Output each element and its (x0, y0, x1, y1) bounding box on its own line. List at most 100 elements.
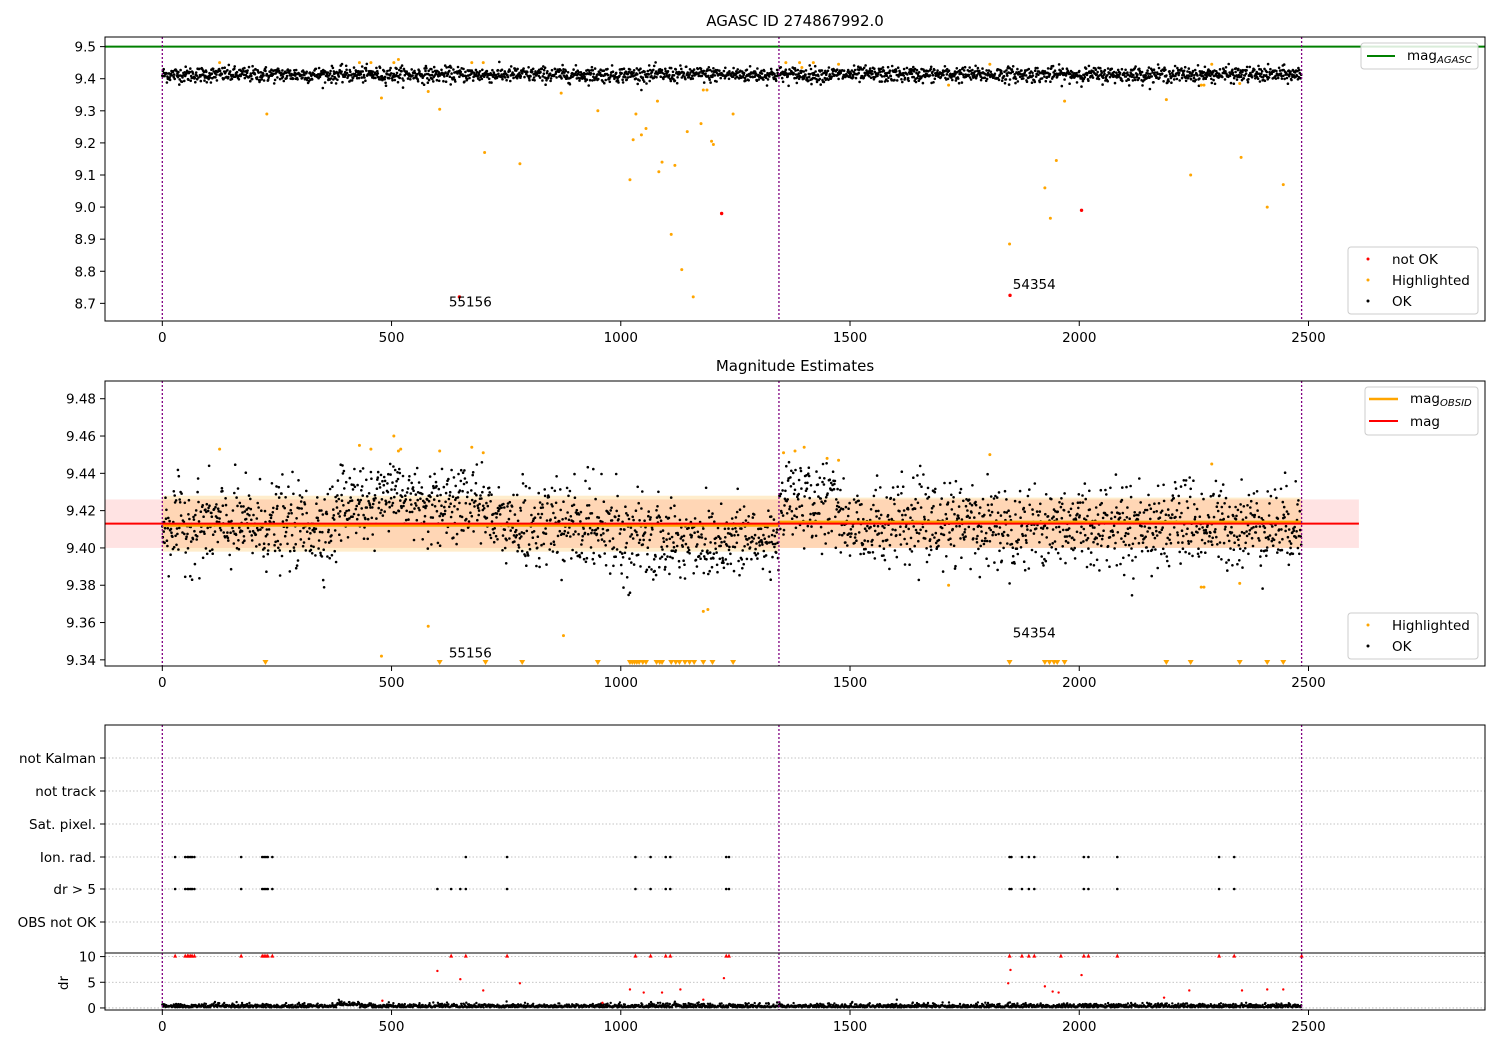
highlighted-point (825, 456, 829, 460)
highlighted-point (438, 449, 442, 453)
dr-high-marker (239, 953, 244, 958)
panel2-frame (104, 380, 1486, 667)
panel1-title: AGASC ID 274867992.0 (706, 12, 884, 30)
dr-mid-point (1009, 968, 1012, 972)
highlighted-point (481, 451, 485, 455)
not-ok-point (457, 295, 462, 299)
dr-high-marker (173, 953, 178, 958)
annotation-obsid: 55156 (449, 295, 492, 311)
annotation-obsid: 54354 (1013, 277, 1056, 293)
flag-row-label: Ion. rad. (40, 850, 96, 866)
out-of-range-marker (668, 660, 675, 665)
panel1-ytick-label: 9.1 (75, 168, 96, 184)
flag-point-dr5 (1087, 887, 1090, 891)
flag-point-ion-rad (664, 855, 668, 859)
dr-high-marker (270, 953, 275, 958)
highlighted-point (357, 443, 361, 447)
legend-label-highlighted: Highlighted (1392, 273, 1470, 289)
dr-high-marker (1058, 953, 1063, 958)
dr-mid-point (1080, 973, 1083, 977)
dr-ytick-label: 5 (87, 975, 96, 991)
highlighted-point (1164, 98, 1168, 102)
legend-marker-highlighted (1366, 278, 1370, 282)
flag-point-dr5 (505, 887, 509, 891)
out-of-range-marker (681, 660, 688, 665)
dr-mid-point (1188, 989, 1191, 992)
highlighted-point (470, 61, 474, 65)
dr-ytick-label: 0 (87, 1001, 96, 1017)
panel1-frame (104, 36, 1486, 322)
highlighted-point (481, 61, 485, 65)
flag-row-label: OBS not OK (18, 915, 98, 931)
not-ok-point (1008, 293, 1012, 298)
flag-point-dr5 (266, 887, 270, 891)
flag-point-ion-rad (260, 855, 264, 859)
dr-high-marker (724, 953, 729, 958)
flag-point-ion-rad (266, 855, 270, 859)
highlighted-point (657, 170, 661, 174)
panel1-background (105, 37, 1485, 321)
highlighted-point (379, 654, 383, 658)
dr-high-marker (463, 953, 468, 958)
highlighted-point (701, 609, 705, 613)
legend-marker-not-ok (1366, 257, 1370, 261)
flag-point-ion-rad (190, 855, 194, 859)
panel1-ytick-label: 8.7 (75, 296, 96, 312)
flag-point-ion-rad (1217, 855, 1221, 859)
flag-point-ion-rad (1033, 855, 1036, 859)
highlighted-point (518, 162, 522, 166)
panel1-legend-top: magAGASC (1360, 42, 1479, 70)
flag-point-dr5 (187, 887, 191, 891)
highlighted-point (1199, 585, 1203, 589)
flag-point-ion-rad (464, 855, 468, 859)
highlighted-point (701, 88, 705, 92)
panel2-title: Magnitude Estimates (716, 357, 874, 375)
highlighted-point (1199, 83, 1203, 87)
out-of-range-marker (482, 660, 489, 665)
highlighted-point (1063, 99, 1067, 103)
panel2-ytick-label: 9.34 (66, 653, 96, 669)
highlighted-point (784, 61, 788, 65)
panel2-xtick-label: 2500 (1291, 675, 1325, 691)
dr-high-marker (663, 953, 668, 958)
ok-points (161, 60, 1303, 92)
panel1-ytick-label: 9.2 (75, 136, 96, 152)
flag-point-dr5 (668, 887, 672, 891)
highlighted-point (357, 61, 361, 65)
flag-point-dr5 (271, 887, 274, 891)
out-of-range-marker (1046, 660, 1053, 665)
flag-point-ion-rad (634, 855, 637, 859)
highlighted-point (811, 61, 815, 65)
flag-point-dr5 (459, 887, 462, 891)
legend-label-not-ok: not OK (1392, 252, 1439, 268)
highlighted-point (218, 61, 222, 65)
panel2-ytick-label: 9.40 (66, 541, 96, 557)
highlighted-point (1210, 462, 1214, 466)
dr-high-marker (505, 953, 510, 958)
panel1-ytick-label: 8.9 (75, 232, 96, 248)
highlighted-point (1189, 173, 1193, 177)
flag-point-dr5 (193, 887, 196, 891)
dr-mid-point (722, 976, 726, 980)
highlighted-point (218, 447, 222, 451)
highlighted-point (379, 96, 383, 100)
out-of-range-marker (1236, 660, 1243, 665)
highlighted-point (1048, 216, 1052, 220)
flag-point-dr5 (436, 887, 439, 891)
flag-point-dr5 (190, 887, 194, 891)
highlighted-point (673, 163, 677, 167)
dr-high-marker (1217, 953, 1222, 958)
highlighted-point (561, 634, 565, 638)
flag-point-dr5 (664, 887, 668, 891)
highlighted-point (438, 107, 442, 111)
highlighted-point (369, 61, 373, 65)
legend-marker-ok (1366, 644, 1370, 648)
highlighted-point (1238, 581, 1242, 585)
flag-point-dr5 (1010, 887, 1013, 891)
legend-label-mag: mag (1410, 414, 1440, 430)
panel2-ytick-label: 9.44 (66, 466, 96, 482)
highlighted-point (644, 126, 648, 130)
panel2-ytick-label: 9.48 (66, 392, 96, 408)
out-of-range-marker (686, 660, 693, 665)
annotation-obsid: 55156 (449, 646, 492, 662)
